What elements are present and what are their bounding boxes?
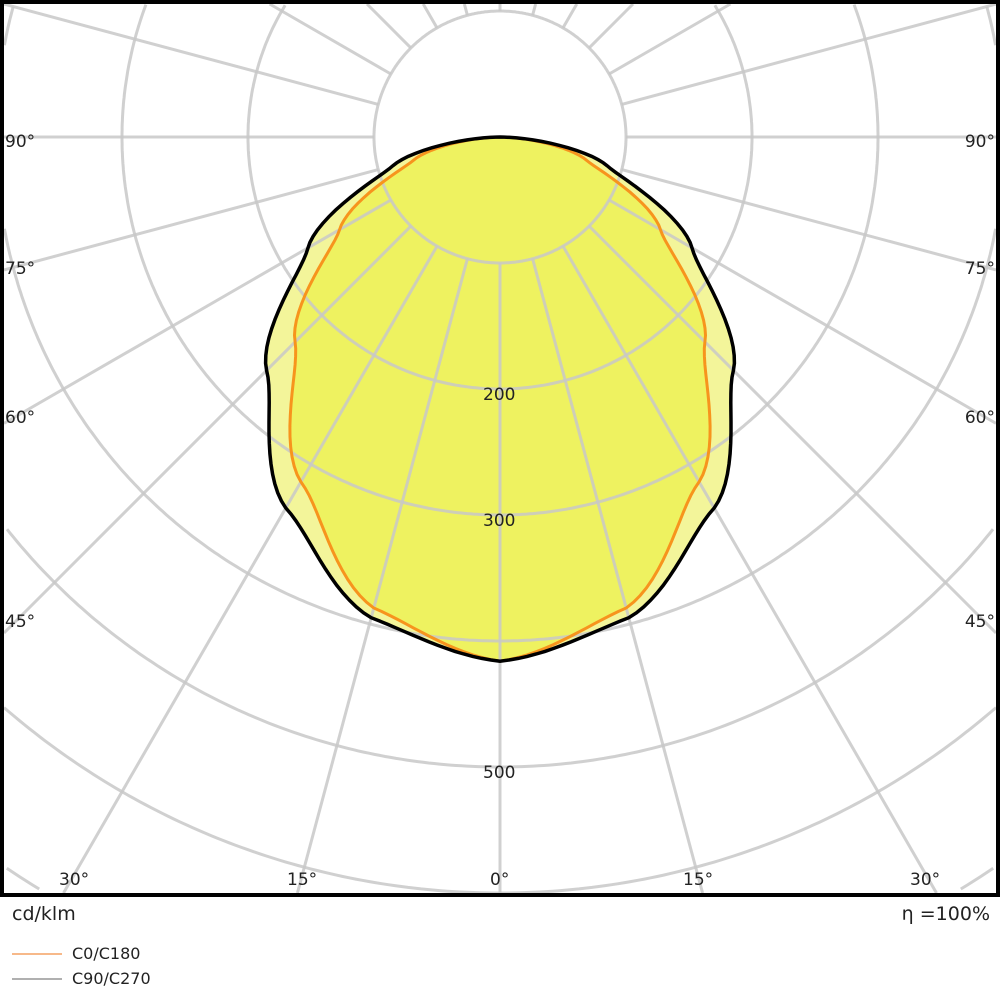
grid-spoke-45 — [588, 225, 998, 635]
grid-circle-400 — [2, 6, 998, 643]
angle-label-left-60: 60° — [5, 408, 36, 428]
grid-spoke-255 — [3, 2, 379, 106]
legend-swatch — [12, 977, 62, 980]
radial-label-300: 300 — [483, 511, 516, 531]
grid-spoke-75 — [621, 168, 997, 272]
grid-circle-200 — [246, 4, 754, 391]
angle-label-left-90: 90° — [5, 132, 36, 152]
angle-label-left-45: 45° — [5, 612, 36, 632]
grid-spoke-300 — [3, 198, 392, 425]
grid-circle-700 — [5, 866, 995, 891]
legend-label: C90/C270 — [72, 969, 151, 988]
grid-spoke-195 — [462, 3, 469, 16]
radial-label-200: 200 — [483, 385, 516, 405]
grid-spoke-135 — [588, 2, 635, 49]
grid-spoke-15 — [531, 258, 705, 894]
radial-label-500: 500 — [483, 763, 516, 783]
grid-circle-600 — [3, 706, 997, 895]
plot-area — [2, 2, 998, 895]
angle-label-bottom-0: 0° — [490, 870, 510, 890]
angle-label-right-75: 75° — [964, 259, 995, 279]
series-line-c90-c270 — [263, 135, 737, 663]
angle-label-bottom-15-right: 15° — [683, 870, 714, 890]
grid-spoke-120 — [608, 2, 732, 76]
grid-spoke-315 — [2, 225, 412, 635]
angle-label-right-60: 60° — [964, 408, 995, 428]
legend-label: C0/C180 — [72, 944, 141, 963]
grid-spoke-345 — [295, 258, 469, 894]
angle-label-right-45: 45° — [964, 612, 995, 632]
unit-label: cd/klm — [12, 903, 76, 925]
grid-circle-500 — [5, 528, 995, 769]
efficiency-label: η =100% — [901, 903, 990, 925]
legend-item-c0-c180: C0/C180 — [12, 944, 140, 963]
grid-spoke-105 — [621, 2, 997, 106]
legend-swatch — [12, 952, 62, 955]
angle-label-bottom-15-left: 15° — [287, 870, 318, 890]
grid-spoke-210 — [421, 3, 439, 29]
grid-spoke-150 — [561, 3, 579, 29]
angle-label-bottom-30-left: 30° — [59, 870, 90, 890]
grid-spoke-225 — [365, 2, 412, 49]
angle-label-bottom-30-right: 30° — [910, 870, 941, 890]
angle-label-right-90: 90° — [964, 132, 995, 152]
grid-spoke-330 — [62, 245, 439, 894]
grid-spoke-30 — [561, 245, 938, 894]
legend-item-c90-c270: C90/C270 — [12, 969, 151, 988]
grid-circle-300 — [120, 4, 880, 517]
angle-label-left-75: 75° — [5, 259, 36, 279]
plot-frame — [0, 0, 1000, 897]
grid-spoke-240 — [268, 2, 392, 76]
grid-spoke-165 — [531, 3, 538, 16]
grid-spoke-60 — [608, 198, 997, 425]
grid-spoke-285 — [3, 168, 379, 272]
